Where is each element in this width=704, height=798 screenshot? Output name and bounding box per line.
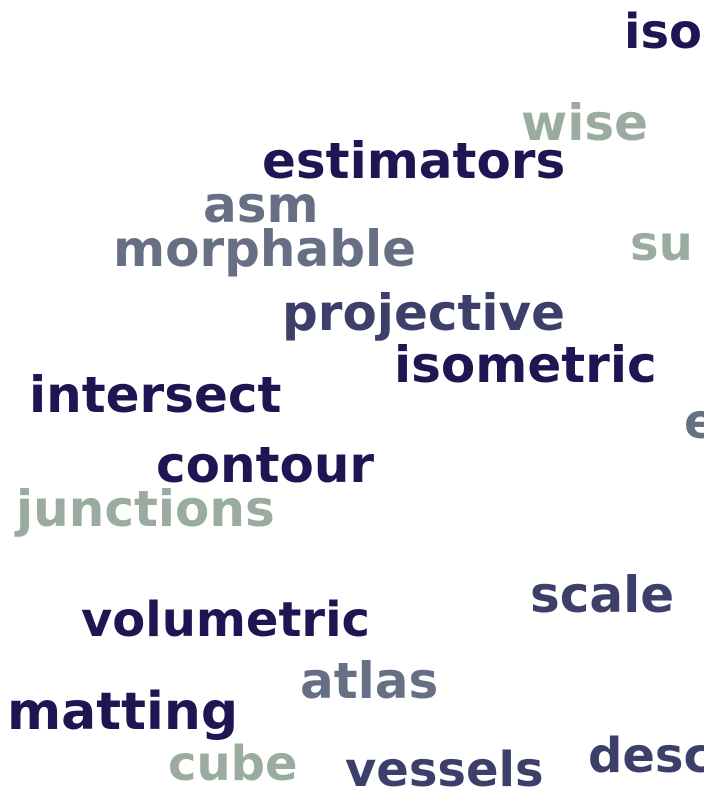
word-scale: scale <box>530 566 675 624</box>
word-morphable: morphable <box>113 220 417 278</box>
word-su: su <box>630 216 693 272</box>
word-atlas: atlas <box>300 652 439 710</box>
word-intersect: intersect <box>29 366 282 424</box>
word-estimators: estimators <box>262 132 566 190</box>
word-contour: contour <box>156 436 375 494</box>
word-junctions: junctions <box>16 480 275 538</box>
word-desc: desc <box>588 728 704 784</box>
word-vessels: vessels <box>345 742 544 798</box>
word-cube: cube <box>168 736 298 792</box>
word-isometric: isometric <box>394 336 657 394</box>
word-iso: iso <box>624 4 702 60</box>
word-projective: projective <box>282 284 566 342</box>
word-matting: matting <box>7 682 239 742</box>
word-asm: asm <box>203 176 319 234</box>
word-wise: wise <box>521 94 649 152</box>
word-e: e <box>684 394 704 450</box>
word-volumetric: volumetric <box>81 592 370 648</box>
